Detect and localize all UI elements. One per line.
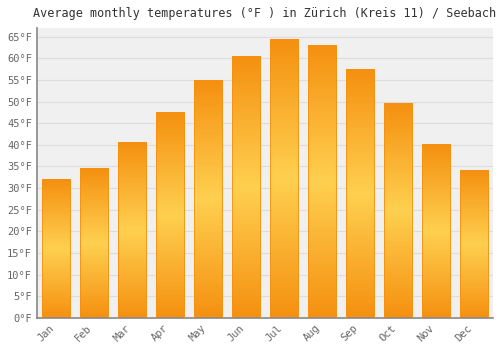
Title: Average monthly temperatures (°F ) in Zürich (Kreis 11) / Seebach: Average monthly temperatures (°F ) in Zü… (34, 7, 496, 20)
Bar (80, 169, 108, 318)
Bar (42, 180, 70, 318)
Bar (194, 80, 222, 318)
Bar (118, 143, 146, 318)
Bar (460, 171, 488, 318)
Bar (156, 112, 184, 318)
Bar (270, 39, 298, 318)
Bar (308, 46, 336, 318)
Bar (346, 69, 374, 318)
Bar (422, 145, 450, 318)
Bar (384, 104, 412, 318)
Bar (232, 56, 260, 318)
